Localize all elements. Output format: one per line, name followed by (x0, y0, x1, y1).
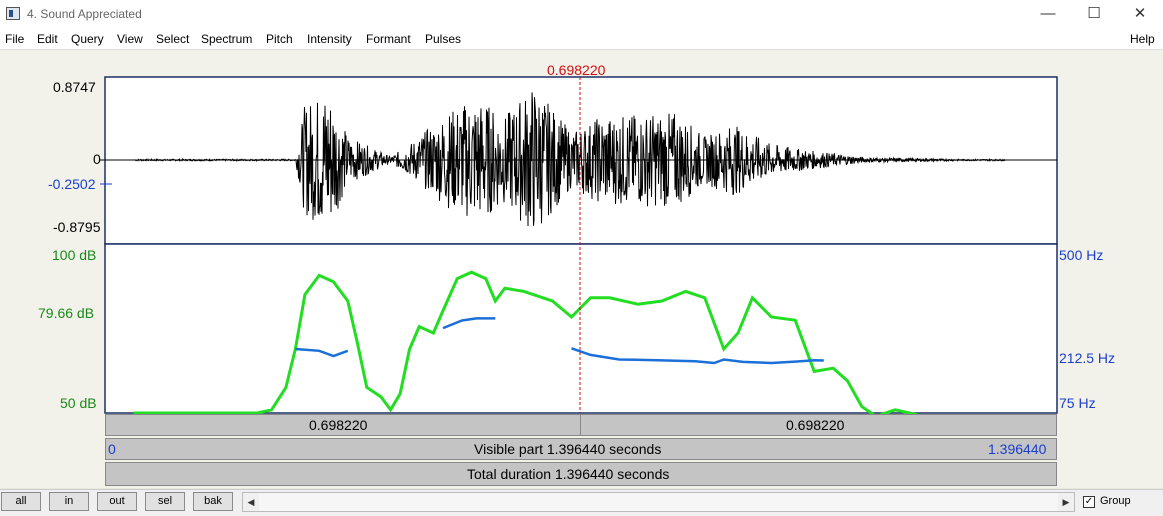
analysis-panel (104, 243, 1058, 414)
window-title: 4. Sound Appreciated (27, 7, 142, 21)
menu-file[interactable]: File (5, 32, 25, 46)
menu-pulses[interactable]: Pulses (425, 32, 462, 46)
intensity-curve (133, 270, 962, 418)
horizontal-scrollbar[interactable]: ◀ ▶ (242, 492, 1075, 512)
menu-edit[interactable]: Edit (37, 32, 58, 46)
intensity-top-label: 100 dB (52, 247, 97, 263)
visible-start-time: 0 (108, 441, 116, 457)
zoom-selection-button[interactable]: sel (145, 492, 185, 511)
menu-spectrum[interactable]: Spectrum (201, 32, 253, 46)
zoom-back-button[interactable]: bak (193, 492, 233, 511)
pitch-mid-label: 212.5 Hz (1059, 350, 1116, 366)
zoom-all-button[interactable]: all (1, 492, 41, 511)
waveform-min-label: -0.8795 (53, 219, 101, 235)
right-half-duration: 0.698220 (786, 417, 845, 433)
cursor-time-label: 0.698220 (547, 62, 606, 78)
zoom-in-button[interactable]: in (49, 492, 89, 511)
visible-end-time: 1.396440 (988, 441, 1047, 457)
title-bar: 4. Sound Appreciated — ☐ ✕ (0, 0, 1163, 28)
close-button[interactable]: ✕ (1133, 5, 1147, 22)
bottom-toolbar: all in out sel bak ◀ ▶ ✓ Group (0, 489, 1163, 516)
menu-query[interactable]: Query (71, 32, 104, 46)
left-half-duration: 0.698220 (309, 417, 368, 433)
pitch-segment (571, 347, 824, 365)
group-label: Group (1100, 495, 1131, 507)
left-half-bar[interactable]: 0.698220 (105, 414, 581, 436)
waveform-zero-label: 0 (93, 151, 101, 167)
intensity-bottom-label: 50 dB (60, 395, 97, 411)
right-half-bar[interactable]: 0.698220 (580, 414, 1057, 436)
pitch-segment (442, 317, 496, 330)
scroll-left-icon[interactable]: ◀ (243, 493, 259, 511)
menu-view[interactable]: View (117, 32, 143, 46)
visible-part-label: Visible part 1.396440 seconds (474, 441, 662, 457)
pitch-top-label: 500 Hz (1059, 247, 1104, 263)
waveform-trace (134, 92, 1006, 227)
total-duration-bar[interactable]: Total duration 1.396440 seconds (105, 462, 1057, 486)
pitch-segment (295, 347, 349, 358)
scroll-right-icon[interactable]: ▶ (1058, 493, 1074, 511)
menu-help[interactable]: Help (1130, 32, 1155, 46)
visible-part-bar[interactable]: 0 Visible part 1.396440 seconds 1.396440 (105, 438, 1057, 460)
group-checkbox[interactable]: ✓ (1083, 496, 1095, 508)
menu-formant[interactable]: Formant (366, 32, 411, 46)
pitch-bottom-label: 75 Hz (1059, 395, 1096, 411)
menu-pitch[interactable]: Pitch (266, 32, 293, 46)
pitch-contour (295, 317, 824, 365)
praat-app-icon (6, 7, 20, 20)
total-duration-label: Total duration 1.396440 seconds (467, 466, 670, 482)
maximize-button[interactable]: ☐ (1087, 5, 1101, 22)
intensity-mid-label: 79.66 dB (38, 305, 95, 321)
menu-bar: File Edit Query View Select Spectrum Pit… (0, 28, 1163, 50)
menu-intensity[interactable]: Intensity (307, 32, 352, 46)
menu-select[interactable]: Select (156, 32, 190, 46)
waveform-cursor-value-label: -0.2502 (48, 176, 96, 192)
minimize-button[interactable]: — (1040, 5, 1056, 22)
zoom-out-button[interactable]: out (97, 492, 137, 511)
waveform-max-label: 0.8747 (53, 79, 96, 95)
